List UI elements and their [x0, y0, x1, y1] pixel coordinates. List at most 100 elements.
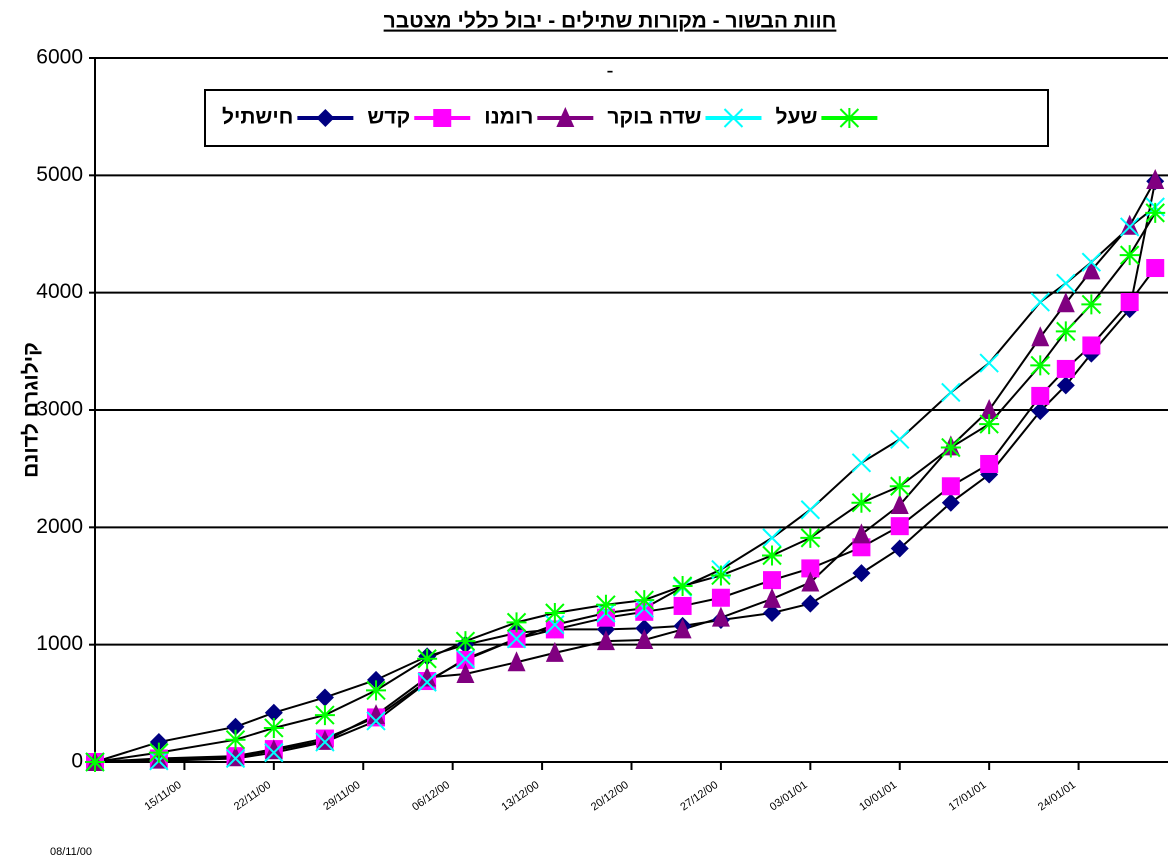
marker-shape	[980, 399, 999, 419]
marker-shape	[851, 492, 872, 513]
marker	[148, 742, 169, 763]
marker-shape	[366, 711, 386, 731]
marker	[264, 739, 283, 760]
marker-shape	[506, 629, 527, 649]
marker	[889, 476, 910, 497]
marker	[556, 107, 575, 127]
marker	[1031, 386, 1050, 405]
marker	[762, 545, 783, 566]
y-tick-label: 3000	[36, 398, 83, 421]
marker	[800, 500, 821, 520]
marker-shape	[149, 733, 168, 752]
marker	[635, 619, 654, 638]
marker-shape	[456, 663, 475, 683]
marker	[852, 564, 871, 583]
marker-shape	[941, 477, 960, 496]
marker-shape	[367, 704, 386, 725]
marker	[711, 588, 730, 607]
y-tick-label: 6000	[36, 46, 83, 69]
marker	[1120, 214, 1139, 235]
marker	[315, 729, 334, 750]
marker-shape	[264, 742, 284, 763]
marker	[890, 517, 909, 536]
marker	[852, 523, 871, 544]
marker	[1120, 293, 1139, 312]
marker	[315, 732, 335, 752]
marker	[506, 629, 527, 649]
marker	[1056, 292, 1075, 313]
marker	[801, 559, 820, 578]
marker	[367, 670, 386, 689]
marker	[800, 527, 821, 548]
marker	[506, 612, 527, 633]
marker-shape	[635, 602, 654, 621]
legend-label: חישתיל	[222, 106, 293, 129]
marker-shape	[314, 705, 335, 726]
marker	[264, 742, 284, 763]
marker	[316, 109, 335, 127]
marker-shape	[1081, 294, 1102, 315]
x-tick-label: 29/11/00	[321, 779, 362, 813]
chart-subtitle: -	[607, 60, 614, 83]
marker-shape	[634, 590, 655, 611]
marker	[85, 752, 105, 772]
marker-shape	[980, 454, 999, 473]
marker-shape	[1146, 169, 1165, 190]
marker-shape	[1119, 217, 1140, 237]
marker-shape	[417, 648, 438, 669]
marker	[226, 746, 245, 767]
marker	[1030, 292, 1050, 312]
marker-shape	[455, 649, 476, 669]
marker-shape	[763, 571, 782, 590]
marker	[596, 630, 615, 651]
marker	[366, 711, 386, 731]
marker	[226, 717, 245, 736]
marker	[1081, 294, 1102, 315]
marker	[417, 672, 437, 692]
marker-shape	[801, 559, 820, 578]
marker-shape	[1082, 259, 1101, 280]
marker-shape	[763, 603, 782, 622]
marker-shape	[800, 500, 821, 520]
marker-shape	[801, 594, 820, 613]
legend-label: שעל	[775, 106, 817, 129]
marker-shape	[315, 688, 334, 707]
marker-shape	[225, 729, 246, 750]
marker-shape	[433, 109, 452, 127]
x-tick-label: 24/01/01	[1036, 779, 1078, 813]
marker	[314, 705, 335, 726]
x-tick-label: 15/11/00	[143, 779, 184, 813]
marker	[1055, 321, 1076, 342]
marker	[1146, 259, 1165, 278]
marker-shape	[890, 429, 910, 450]
marker-shape	[762, 528, 782, 548]
x-tick-label: 20/12/00	[589, 779, 631, 813]
marker	[762, 528, 782, 548]
marker-shape	[263, 717, 284, 738]
marker	[980, 399, 999, 419]
marker-shape	[889, 476, 910, 497]
marker-shape	[711, 588, 730, 607]
marker	[673, 618, 692, 639]
marker	[673, 596, 692, 615]
x-tick-label: 03/01/01	[768, 779, 810, 813]
marker-shape	[1031, 326, 1050, 347]
marker-shape	[890, 539, 909, 558]
marker-shape	[1056, 273, 1076, 293]
marker	[839, 108, 860, 128]
marker	[979, 353, 999, 373]
marker-shape	[417, 672, 437, 692]
marker-shape	[556, 107, 575, 127]
x-tick-label: 17/01/01	[947, 779, 989, 813]
marker	[507, 651, 526, 672]
marker	[672, 576, 693, 596]
marker	[801, 594, 820, 613]
marker-shape	[672, 576, 693, 596]
marker	[890, 539, 909, 558]
marker	[1119, 245, 1140, 266]
marker-shape	[941, 382, 961, 403]
marker-shape	[315, 729, 334, 750]
marker	[1146, 169, 1165, 190]
marker	[801, 571, 820, 592]
